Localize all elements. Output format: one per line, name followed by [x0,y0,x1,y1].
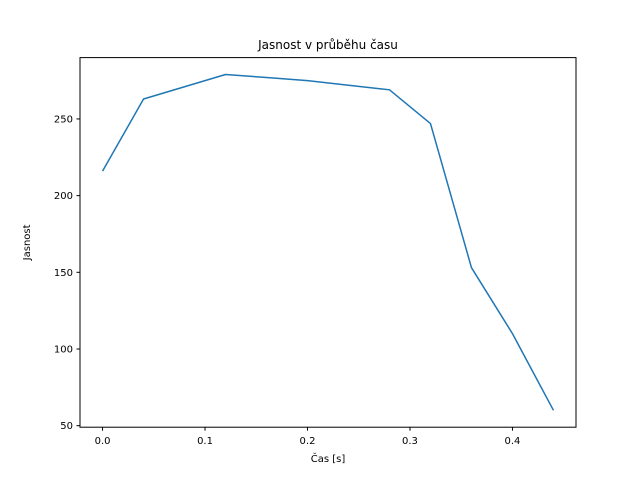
plot-area [79,57,577,428]
y-tick-label: 100 [54,344,73,355]
y-tick-label: 200 [54,191,73,202]
y-axis-label: Jasnost [22,224,33,261]
x-tick-label: 0.4 [505,436,521,447]
x-axis-label: Čas [s] [311,452,346,465]
y-tick-label: 50 [60,421,73,432]
x-axis-ticks: 0.0 0.1 0.2 0.3 0.4 [95,427,521,447]
x-tick-label: 0.1 [197,436,213,447]
y-axis-ticks: 50 100 150 200 250 [54,114,80,432]
x-tick-label: 0.3 [402,436,418,447]
chart-title: Jasnost v průběhu času [257,38,398,52]
y-tick-label: 250 [54,114,73,125]
data-line-series [101,73,555,411]
y-tick-label: 150 [54,268,73,279]
x-tick-label: 0.0 [95,436,111,447]
x-tick-label: 0.2 [300,436,316,447]
